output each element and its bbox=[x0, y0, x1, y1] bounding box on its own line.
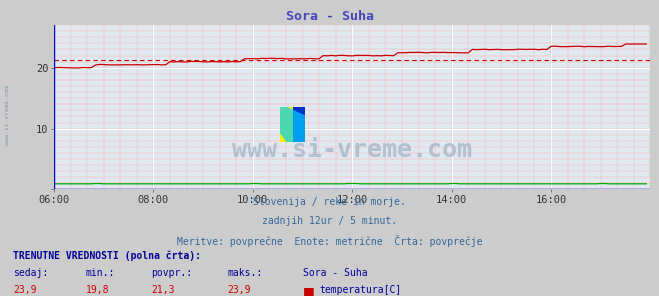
Text: Slovenija / reke in morje.: Slovenija / reke in morje. bbox=[253, 197, 406, 207]
Text: 19,8: 19,8 bbox=[86, 285, 109, 295]
Polygon shape bbox=[280, 107, 305, 142]
Text: www.si-vreme.com: www.si-vreme.com bbox=[232, 138, 473, 162]
Text: ■: ■ bbox=[303, 285, 315, 296]
Text: temperatura[C]: temperatura[C] bbox=[319, 285, 401, 295]
Text: TRENUTNE VREDNOSTI (polna črta):: TRENUTNE VREDNOSTI (polna črta): bbox=[13, 250, 201, 260]
Text: Sora - Suha: Sora - Suha bbox=[303, 268, 368, 278]
Text: sedaj:: sedaj: bbox=[13, 268, 48, 278]
Text: 23,9: 23,9 bbox=[13, 285, 37, 295]
Text: Meritve: povprečne  Enote: metrične  Črta: povprečje: Meritve: povprečne Enote: metrične Črta:… bbox=[177, 235, 482, 247]
Text: www.si-vreme.com: www.si-vreme.com bbox=[5, 86, 11, 145]
Text: zadnjih 12ur / 5 minut.: zadnjih 12ur / 5 minut. bbox=[262, 216, 397, 226]
Text: 23,9: 23,9 bbox=[227, 285, 251, 295]
Text: Sora - Suha: Sora - Suha bbox=[285, 10, 374, 23]
Text: maks.:: maks.: bbox=[227, 268, 262, 278]
FancyBboxPatch shape bbox=[280, 107, 293, 142]
FancyBboxPatch shape bbox=[293, 107, 305, 142]
Text: min.:: min.: bbox=[86, 268, 115, 278]
Text: 21,3: 21,3 bbox=[152, 285, 175, 295]
Text: povpr.:: povpr.: bbox=[152, 268, 192, 278]
